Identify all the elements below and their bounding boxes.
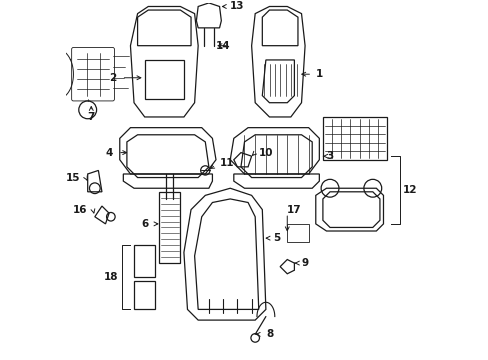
Text: 14: 14 — [215, 41, 230, 51]
Text: 2: 2 — [109, 73, 116, 83]
Text: 5: 5 — [272, 233, 280, 243]
Text: 17: 17 — [286, 204, 301, 215]
Text: 18: 18 — [103, 272, 118, 282]
Text: 11: 11 — [219, 158, 234, 168]
Text: 9: 9 — [301, 258, 308, 268]
Bar — [286, 224, 308, 242]
Text: 10: 10 — [258, 148, 273, 158]
Text: 4: 4 — [105, 148, 112, 158]
Text: 12: 12 — [402, 185, 417, 195]
Text: 8: 8 — [265, 329, 273, 339]
Bar — [322, 117, 386, 160]
Text: 7: 7 — [87, 112, 95, 122]
Text: 15: 15 — [66, 172, 81, 183]
Text: 3: 3 — [326, 151, 333, 161]
Text: 16: 16 — [73, 204, 87, 215]
Text: 1: 1 — [315, 69, 323, 79]
Text: 6: 6 — [141, 219, 148, 229]
Bar — [159, 192, 180, 263]
Text: 13: 13 — [230, 1, 244, 12]
